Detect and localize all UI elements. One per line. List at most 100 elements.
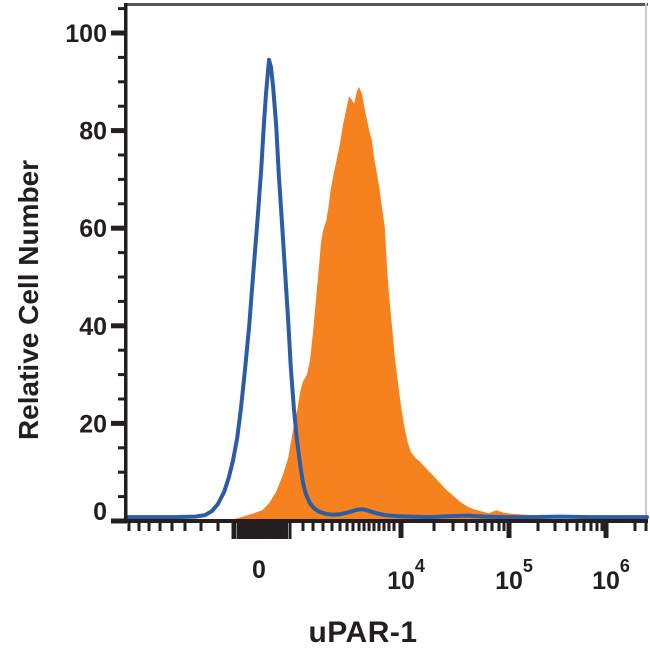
x-minor-tick bbox=[565, 523, 569, 531]
x-minor-tick bbox=[137, 523, 141, 531]
x-minor-tick bbox=[345, 523, 349, 531]
x-axis: 0 104 105 106 bbox=[127, 523, 648, 595]
x-minor-tick bbox=[589, 523, 593, 531]
right-spine bbox=[645, 3, 647, 521]
y-minor-tick bbox=[118, 55, 127, 59]
x-cluster-tick bbox=[236, 523, 243, 539]
y-minor-tick bbox=[118, 470, 127, 474]
x-minor-tick bbox=[582, 523, 586, 531]
x-major-tick bbox=[256, 523, 262, 538]
x-tick-label: 104 bbox=[387, 556, 425, 595]
y-tick-label: 40 bbox=[79, 313, 107, 341]
y-major-tick bbox=[111, 128, 127, 134]
x-minor-tick bbox=[183, 523, 187, 531]
x-minor-tick bbox=[199, 523, 203, 531]
x-tick-label: 105 bbox=[495, 556, 533, 595]
x-minor-tick bbox=[367, 523, 371, 531]
plot-frame-back bbox=[124, 3, 648, 521]
x-minor-tick bbox=[451, 523, 455, 531]
top-spine bbox=[124, 3, 648, 6]
y-minor-tick bbox=[118, 153, 127, 157]
plot-frame bbox=[124, 3, 648, 523]
x-cluster-tick bbox=[278, 523, 285, 539]
y-tick-label: 60 bbox=[79, 215, 107, 243]
y-minor-tick bbox=[118, 373, 127, 377]
y-minor-tick bbox=[118, 348, 127, 352]
x-cluster-tick bbox=[259, 523, 270, 539]
x-minor-tick bbox=[392, 523, 396, 531]
x-tick-label: 106 bbox=[592, 556, 630, 595]
x-minor-tick bbox=[644, 523, 648, 531]
y-minor-tick bbox=[118, 80, 127, 84]
y-major-tick bbox=[111, 323, 127, 329]
y-minor-tick bbox=[118, 202, 127, 206]
x-cluster-tick bbox=[231, 523, 237, 539]
x-minor-tick bbox=[372, 523, 376, 531]
x-minor-tick bbox=[464, 523, 468, 531]
y-axis: 0 20 40 60 80 100 bbox=[65, 7, 127, 526]
x-minor-tick bbox=[502, 523, 506, 531]
x-minor-tick bbox=[216, 523, 220, 531]
x-minor-tick bbox=[575, 523, 579, 531]
x-minor-tick bbox=[377, 523, 381, 531]
y-tick-label: 100 bbox=[65, 20, 107, 48]
x-minor-tick bbox=[311, 523, 315, 531]
x-minor-tick bbox=[127, 523, 131, 531]
y-major-tick bbox=[111, 420, 127, 426]
y-minor-tick bbox=[118, 104, 127, 108]
x-minor-tick bbox=[475, 523, 479, 531]
x-cluster-tick bbox=[288, 523, 292, 539]
x-minor-tick bbox=[170, 523, 174, 531]
y-major-tick bbox=[111, 225, 127, 231]
blue-open-histogram bbox=[125, 57, 649, 520]
orange-filled-histogram bbox=[230, 86, 553, 521]
y-minor-tick bbox=[118, 299, 127, 303]
x-minor-tick bbox=[147, 523, 151, 531]
bottom-spine bbox=[124, 519, 648, 523]
x-minor-tick bbox=[553, 523, 557, 531]
x-tick-label: 0 bbox=[252, 556, 266, 584]
y-tick-label: 20 bbox=[79, 410, 107, 438]
x-minor-tick bbox=[483, 523, 487, 531]
y-minor-tick bbox=[118, 446, 127, 450]
y-minor-tick bbox=[118, 275, 127, 279]
x-cluster-tick bbox=[241, 523, 250, 539]
y-minor-tick bbox=[118, 7, 127, 11]
x-minor-tick bbox=[330, 523, 334, 531]
x-minor-tick bbox=[357, 523, 361, 531]
y-minor-tick bbox=[118, 251, 127, 255]
x-cluster-tick bbox=[265, 523, 275, 539]
x-minor-tick bbox=[301, 523, 305, 531]
x-minor-tick bbox=[432, 523, 436, 531]
x-minor-tick bbox=[536, 523, 540, 531]
x-minor-tick bbox=[490, 523, 494, 531]
x-minor-tick bbox=[387, 523, 391, 531]
y-minor-tick bbox=[118, 177, 127, 181]
y-major-tick bbox=[111, 518, 127, 524]
x-axis-label: uPAR-1 bbox=[308, 616, 417, 649]
histogram-series bbox=[125, 57, 649, 521]
x-cluster-tick bbox=[272, 523, 280, 539]
y-axis-label: Relative Cell Number bbox=[13, 160, 44, 440]
x-cluster-tick bbox=[284, 523, 289, 539]
x-minor-tick bbox=[497, 523, 501, 531]
x-minor-tick bbox=[600, 523, 604, 531]
y-minor-tick bbox=[118, 495, 127, 499]
x-major-tick bbox=[398, 523, 404, 538]
y-major-tick bbox=[111, 30, 127, 36]
left-spine bbox=[124, 3, 128, 523]
x-major-tick bbox=[603, 523, 609, 538]
x-minor-tick bbox=[362, 523, 366, 531]
x-minor-tick bbox=[158, 523, 162, 531]
x-major-tick bbox=[506, 523, 512, 538]
x-minor-tick bbox=[338, 523, 342, 531]
y-tick-label: 80 bbox=[79, 118, 107, 146]
y-minor-tick bbox=[118, 397, 127, 401]
y-tick-label: 0 bbox=[93, 498, 107, 526]
x-minor-tick bbox=[595, 523, 599, 531]
x-minor-tick bbox=[351, 523, 355, 531]
x-minor-tick bbox=[321, 523, 325, 531]
x-minor-tick bbox=[633, 523, 637, 531]
